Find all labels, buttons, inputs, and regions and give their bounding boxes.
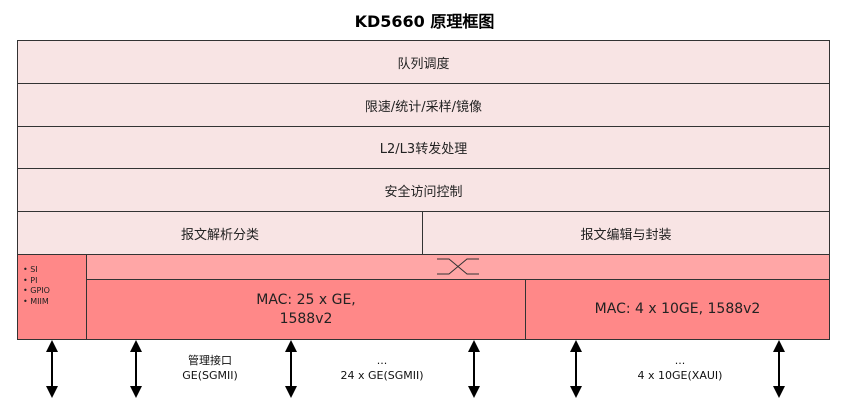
- layer-parse: 报文解析分类: [17, 211, 423, 255]
- port-arrows: [46, 340, 785, 398]
- port-label-10ge: ... 4 x 10GE(XAUI): [637, 354, 723, 382]
- port-label-ge: ... 24 x GE(SGMII): [340, 354, 424, 382]
- layer-forwarding: L2/L3转发处理: [17, 126, 830, 169]
- layer-queue-scheduling: 队列调度: [17, 40, 830, 84]
- diagram-title: KD5660 原理框图: [354, 12, 495, 31]
- mac-10ge-block: MAC: 4 x 10GE, 1588v2: [525, 279, 830, 340]
- left-item: • SI: [23, 265, 38, 274]
- switch-fabric: [86, 254, 830, 280]
- crossbar-icon: [437, 258, 479, 275]
- left-item: • PI: [23, 275, 38, 285]
- mgmt-interfaces-box: • SI • PI • GPIO • MIIM: [17, 254, 87, 340]
- left-item: • GPIO: [23, 286, 50, 295]
- port-label-mgmt: 管理接口 GE(SGMII): [182, 354, 238, 382]
- layer-rate-limit: 限速/统计/采样/镜像: [17, 83, 830, 127]
- layer-acl: 安全访问控制: [17, 168, 830, 212]
- left-item: • MIIM: [23, 296, 49, 306]
- layer-edit: 报文编辑与封装: [422, 211, 830, 255]
- mac-ge-block: MAC: 25 x GE, 1588v2: [86, 279, 526, 340]
